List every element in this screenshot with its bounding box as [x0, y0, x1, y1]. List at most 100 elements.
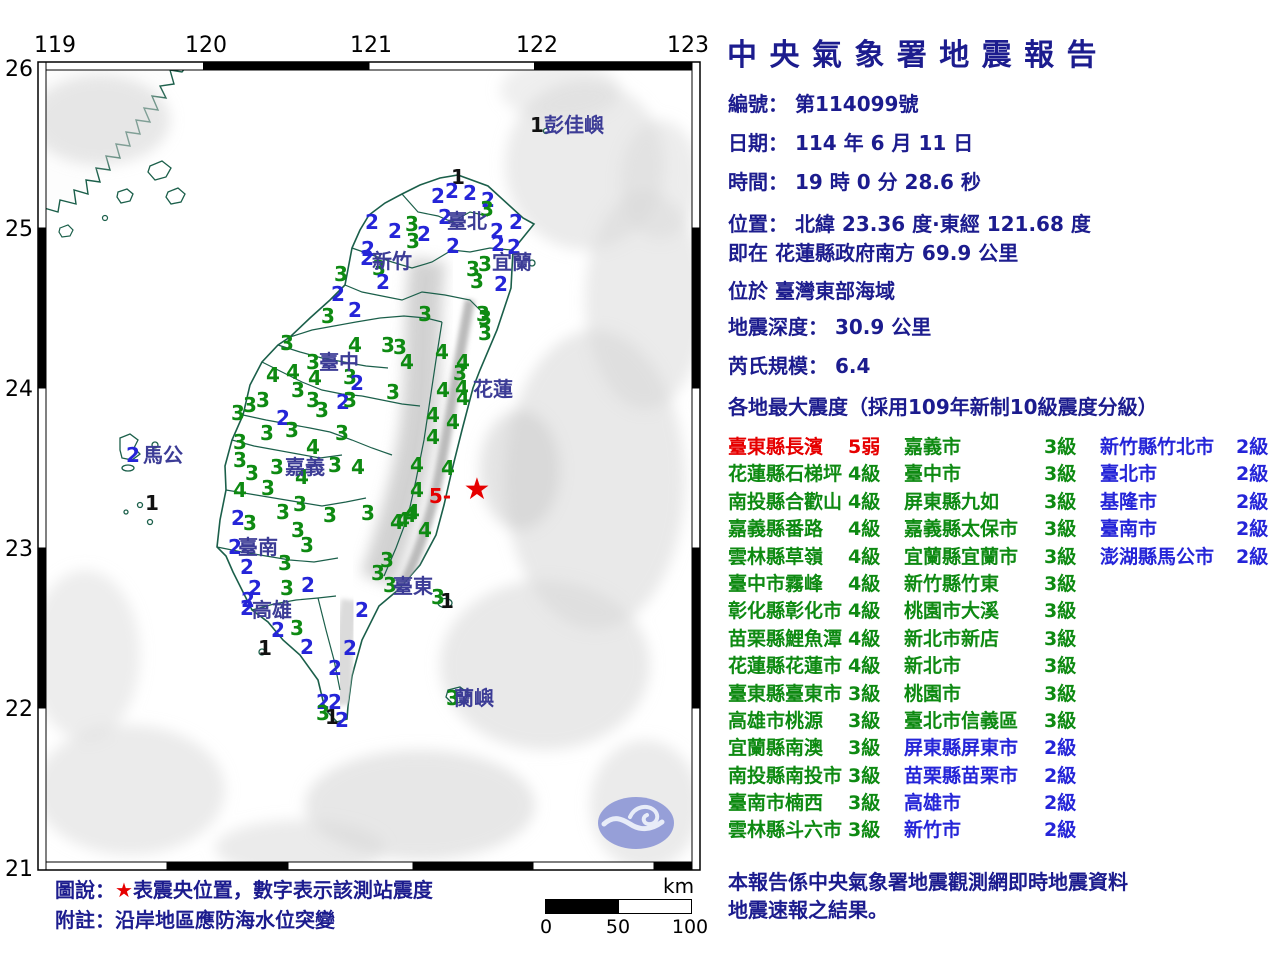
intensity-location: 新北市 [904, 655, 962, 678]
intensity-level: 4級 [848, 600, 881, 623]
intensity-level: 2級 [1236, 436, 1269, 458]
report-detail-line: 芮氏規模： 6.4 [728, 354, 871, 378]
station-intensity: 3 [476, 302, 490, 326]
station-intensity: 3 [233, 430, 247, 454]
column-gap [1092, 626, 1100, 653]
longitude-tick-121: 121 [350, 33, 392, 58]
station-intensity: 3 [328, 453, 342, 477]
station-intensity: 2 [228, 535, 242, 559]
outer-islands [119, 127, 550, 705]
map-city-label: 彭佳嶼 [544, 113, 604, 137]
column-gap [896, 735, 904, 762]
station-intensity: 4 [348, 333, 362, 357]
station-intensity: 2 [331, 282, 345, 306]
intensity-level [1236, 653, 1280, 680]
station-intensity: 4 [266, 363, 280, 387]
intensity-location [1100, 681, 1236, 708]
station-intensity: 3 [321, 304, 335, 328]
intensity-location: 花蓮縣石梯坪 [728, 463, 843, 486]
intensity-location: 嘉義縣番路 [728, 518, 824, 541]
column-gap [1092, 708, 1100, 735]
map-city-label: 臺中 [319, 350, 359, 374]
station-intensity: 3 [290, 616, 304, 640]
intensity-table: 臺東縣長濱 5弱 嘉義市 3級 新竹縣竹北市 2級 花蓮縣石梯坪 4級 臺中市 3級 臺北市 2級 南投… [728, 434, 1280, 845]
map-frame [37, 61, 701, 871]
station-intensity: 2 [350, 371, 364, 395]
intensity-level: 3級 [1044, 490, 1077, 513]
station-intensity: 3 [256, 388, 270, 412]
station-intensity: 4 [410, 478, 424, 502]
intensity-level: 2級 [1236, 463, 1269, 486]
station-intensity: 3 [418, 302, 432, 326]
report-title: 中 央 氣 象 署 地 震 報 告 [727, 38, 1098, 73]
report-detail-line: 編號： 第114099號 [728, 92, 919, 116]
intensity-level [1236, 763, 1280, 790]
intensity-level: 4級 [848, 545, 881, 568]
epicenter-marker: ★ 5- [429, 472, 491, 508]
intensity-location: 花蓮縣花蓮市 [728, 655, 843, 678]
column-gap [896, 434, 904, 461]
legend-text: 表震央位置，數字表示該測站震度 [132, 878, 433, 902]
intensity-location: 臺中市 [904, 463, 962, 486]
longitude-tick-123: 123 [667, 33, 709, 58]
intensity-location: 屏東縣屏東市 [904, 737, 1019, 760]
station-intensity: 3 [446, 686, 460, 710]
epicenter-intensity-label: 5- [429, 484, 451, 508]
intensity-location: 高雄市桃源 [728, 709, 824, 732]
station-intensity: 2 [300, 635, 314, 659]
station-intensity: 2 [376, 270, 390, 294]
intensity-level: 3級 [1044, 436, 1077, 458]
station-intensity: 4 [406, 500, 420, 524]
intensity-location: 苗栗縣苗栗市 [904, 764, 1019, 787]
intensity-location [1100, 653, 1236, 680]
longitude-tick-122: 122 [516, 33, 558, 58]
intensity-location: 新竹市 [904, 819, 962, 842]
station-intensity: 1 [530, 113, 544, 137]
station-intensity: 3 [386, 380, 400, 404]
report-detail-line: 位於 臺灣東部海域 [728, 279, 895, 303]
intensity-level: 4級 [848, 655, 881, 678]
map-city-label: 臺南 [238, 535, 278, 559]
station-intensity: 3 [335, 421, 349, 445]
scale-bar-black-segment [545, 899, 620, 914]
station-intensity: 2 [509, 210, 523, 234]
intensity-level [1236, 571, 1280, 598]
station-intensity: 2 [446, 234, 460, 258]
column-gap [896, 790, 904, 817]
station-intensity: 3 [393, 335, 407, 359]
map-city-label: 高雄 [252, 598, 292, 622]
intensity-level: 3級 [1044, 709, 1077, 732]
intensity-location: 桃園市 [904, 682, 962, 705]
station-intensity: 2 [361, 237, 375, 261]
station-intensity: 4 [426, 425, 440, 449]
intensity-level [1236, 626, 1280, 653]
station-intensity: 1 [258, 636, 272, 660]
latitude-tick-22: 22 [5, 697, 33, 722]
intensity-level [1236, 681, 1280, 708]
intensity-level: 4級 [848, 490, 881, 513]
latitude-axis: 26 25 24 23 22 21 [5, 57, 33, 882]
cwa-logo-watermark [598, 797, 674, 849]
scale-bar-white-segment [618, 899, 692, 914]
station-intensity: 4 [308, 366, 322, 390]
station-intensity: 4 [435, 340, 449, 364]
intensity-level [1236, 735, 1280, 762]
footer-note-line2: 地震速報之結果。 [728, 898, 888, 922]
latitude-tick-24: 24 [5, 377, 33, 402]
intensity-level [1236, 817, 1280, 844]
station-intensity: 4 [400, 350, 414, 374]
column-gap [1092, 434, 1100, 461]
station-intensity: 2 [240, 555, 254, 579]
station-intensity: 4 [306, 435, 320, 459]
station-intensity: 3 [280, 331, 294, 355]
intensity-level: 3級 [848, 709, 881, 732]
station-intensity: 2 [494, 272, 508, 296]
county-boundaries [216, 193, 512, 691]
station-intensity: 3 [306, 388, 320, 412]
station-intensity: 4 [390, 510, 404, 534]
intensity-location: 雲林縣草嶺 [728, 545, 824, 568]
column-gap [1092, 461, 1100, 488]
map-city-label: 新竹 [372, 249, 412, 273]
